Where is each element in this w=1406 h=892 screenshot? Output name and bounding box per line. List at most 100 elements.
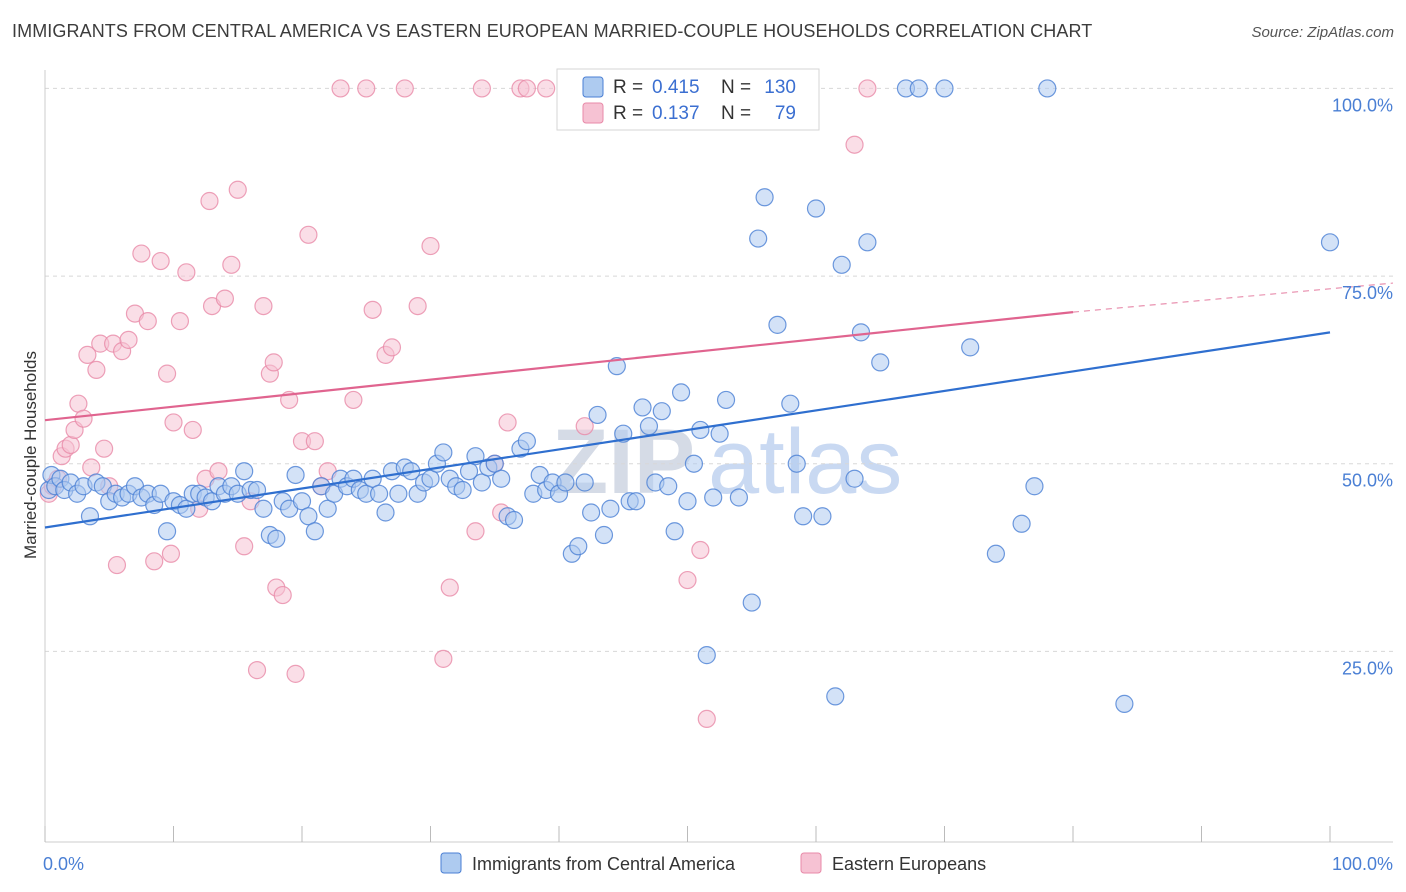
blue-point-120: [845, 469, 864, 488]
pink-point-5: [61, 435, 80, 455]
stats-n-label-1: N =: [721, 77, 751, 98]
blue-point-82: [556, 473, 575, 492]
blue-point-133: [1320, 233, 1340, 252]
blue-point-97: [652, 402, 671, 421]
blue-point-89: [601, 499, 620, 518]
pink-point-43: [264, 353, 283, 372]
blue-point-90: [607, 357, 626, 376]
pink-point-32: [200, 191, 219, 211]
pink-point-36: [222, 255, 241, 274]
pink-point-58: [382, 338, 402, 357]
blue-point-87: [588, 405, 607, 425]
blue-point-129: [1012, 514, 1031, 533]
blue-point-69: [472, 473, 491, 492]
pink-point-37: [228, 180, 247, 199]
blue-point-107: [716, 390, 736, 410]
pink-point-23: [151, 251, 170, 271]
legend-label-central-america: Immigrants from Central America: [472, 854, 736, 874]
pink-point-38: [235, 537, 254, 556]
y-tick-label-25: 25.0%: [1342, 658, 1393, 678]
pink-point-28: [177, 263, 196, 282]
pink-point-60: [408, 296, 427, 316]
x-tick-label-max: 100.0%: [1332, 854, 1393, 874]
stats-n-value-1: 130: [764, 77, 796, 98]
blue-point-84: [569, 537, 588, 556]
series-immigrants-central-america: [39, 79, 1340, 713]
pink-point-20: [132, 244, 151, 263]
pink-point-40: [247, 661, 267, 680]
pink-point-18: [119, 330, 138, 349]
blue-point-118: [826, 687, 845, 706]
pink-point-62: [434, 649, 453, 668]
blue-point-121: [851, 323, 871, 342]
blue-point-99: [665, 522, 684, 541]
pink-point-73: [678, 570, 697, 590]
y-tick-label-75: 75.0%: [1342, 283, 1393, 303]
blue-point-93: [626, 492, 646, 511]
chart-title: IMMIGRANTS FROM CENTRAL AMERICA VS EASTE…: [12, 21, 1093, 41]
chart-source: Source: ZipAtlas.com: [1251, 24, 1394, 41]
blue-point-106: [710, 424, 729, 443]
pink-point-21: [138, 312, 157, 331]
pink-point-27: [170, 312, 190, 331]
pink-point-54: [344, 390, 363, 410]
axes: [44, 70, 1393, 843]
pink-point-55: [357, 79, 376, 98]
pink-point-22: [145, 552, 164, 571]
pink-point-61: [421, 236, 440, 256]
grid-lines: [45, 87, 1393, 652]
blue-point-76: [517, 432, 536, 451]
pink-point-74: [691, 540, 710, 560]
blue-point-94: [633, 398, 652, 417]
trend-lines: [44, 282, 1394, 529]
pink-point-76: [845, 135, 864, 154]
blue-point-119: [832, 255, 851, 274]
blue-point-88: [594, 525, 614, 545]
series-eastern-europeans: [39, 79, 877, 729]
pink-point-68: [498, 413, 517, 432]
blue-point-42: [299, 507, 318, 526]
blue-point-95: [639, 417, 659, 436]
blue-point-104: [697, 646, 716, 665]
blue-point-66: [453, 480, 472, 500]
blue-point-45: [318, 499, 337, 518]
legend-swatch-pink: [800, 852, 822, 874]
blue-point-85: [575, 473, 594, 492]
pink-point-35: [215, 289, 234, 308]
blue-point-41: [292, 492, 312, 511]
y-tick-label-50: 50.0%: [1342, 471, 1393, 491]
blue-point-123: [871, 353, 890, 372]
blue-point-43: [305, 522, 324, 541]
blue-point-54: [376, 503, 395, 522]
blue-point-114: [787, 454, 806, 473]
legend-label-eastern-europeans: Eastern Europeans: [832, 854, 986, 874]
y-axis-label: Married-couple Households: [21, 351, 40, 559]
blue-point-40: [286, 465, 305, 485]
pink-point-49: [299, 225, 318, 244]
stats-legend: R = 0.415 N = 130 R = 0.137 N = 79: [556, 68, 820, 131]
stats-n-value-2: 79: [775, 103, 796, 124]
trend-line-eastern-europeans: [44, 311, 1074, 422]
y-tick-label-100: 100.0%: [1332, 95, 1393, 115]
blue-point-63: [434, 443, 453, 462]
blue-point-37: [267, 529, 286, 548]
blue-point-100: [671, 383, 691, 402]
x-tick-label-min: 0.0%: [43, 854, 84, 874]
blue-point-117: [813, 507, 832, 526]
pink-point-16: [107, 555, 127, 575]
blue-point-130: [1025, 477, 1044, 496]
blue-point-111: [755, 188, 774, 207]
blue-point-101: [678, 492, 697, 511]
blue-point-32: [235, 462, 254, 481]
bottom-legend: Immigrants from Central America Eastern …: [440, 852, 986, 874]
trend-line-eastern-europeans-extension: [1072, 282, 1394, 313]
stats-r-label-1: R =: [613, 77, 643, 98]
blue-point-35: [254, 499, 273, 518]
blue-point-110: [749, 229, 768, 248]
blue-point-131: [1038, 79, 1057, 98]
stats-r-value-1: 0.415: [652, 77, 700, 98]
blue-point-105: [704, 488, 723, 507]
pink-point-72: [575, 417, 594, 436]
pink-point-45: [273, 585, 292, 605]
